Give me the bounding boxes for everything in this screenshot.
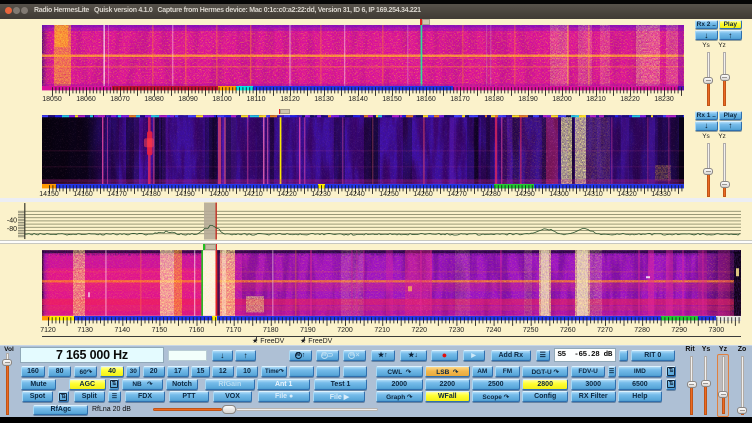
- svg-text:-40: -40: [7, 218, 17, 225]
- svg-text:-80: -80: [7, 227, 17, 234]
